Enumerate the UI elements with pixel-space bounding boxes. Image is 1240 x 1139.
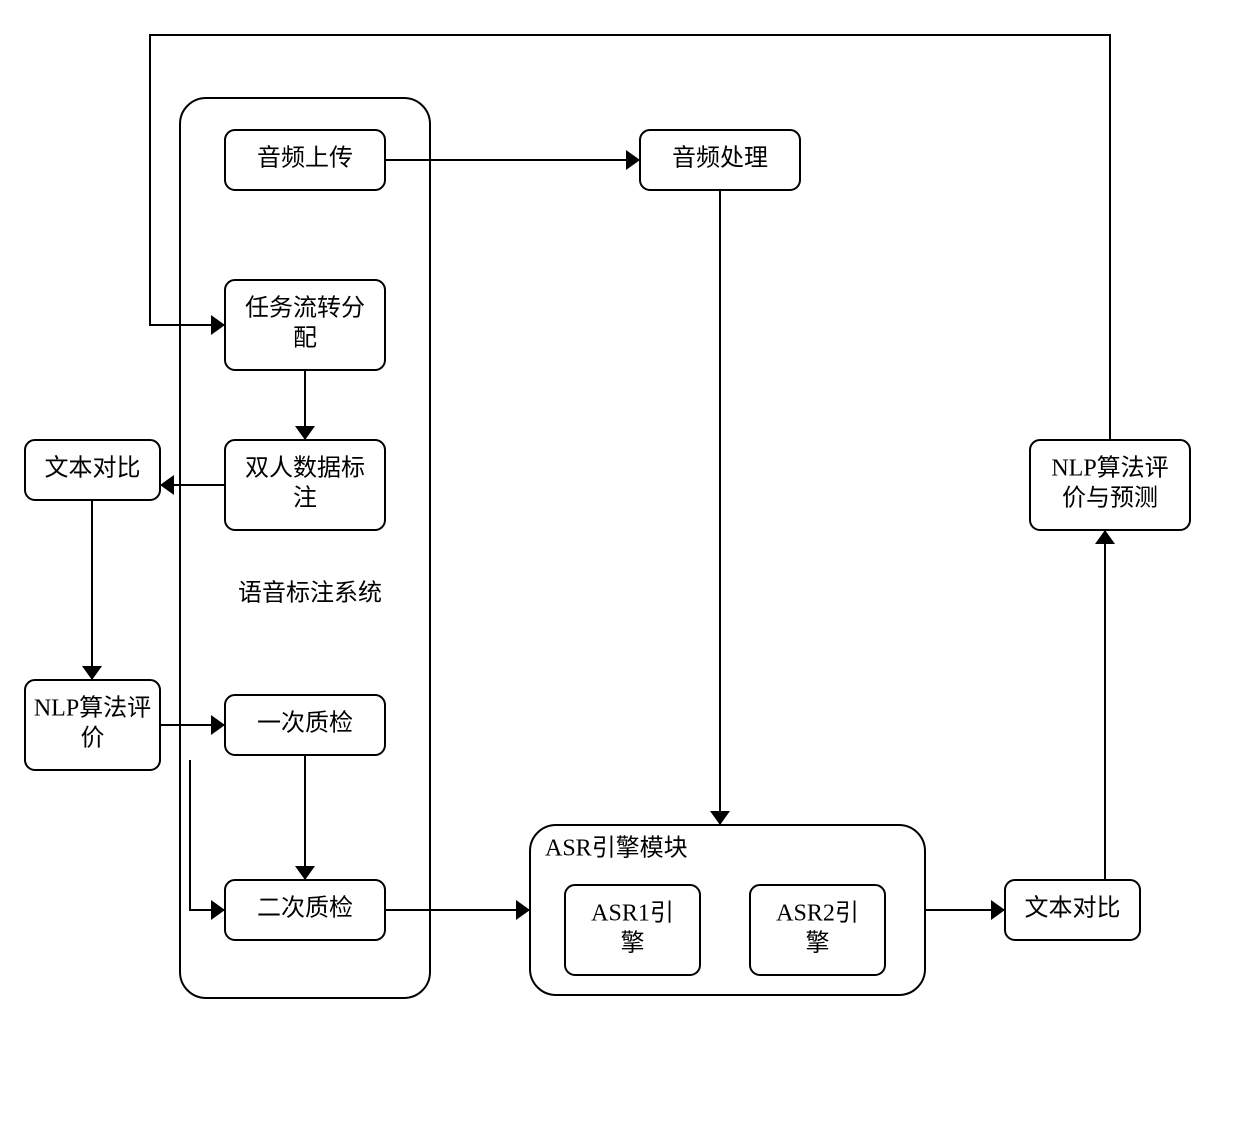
e_compareL_nlp-arrow [82, 666, 102, 680]
nlp_eval_pred-node: NLP算法评价与预测 [1030, 440, 1190, 530]
e_qc2_asr-arrow [516, 900, 530, 920]
dual_annotate-label-1: 注 [293, 485, 317, 512]
asr1-label-1: 擎 [621, 930, 645, 957]
e_assign_annotate-arrow [295, 426, 315, 440]
e_qc1_qc2-arrow [295, 866, 315, 880]
asr2-label-0: ASR2引 [776, 900, 859, 927]
task_assign-label-0: 任务流转分 [245, 295, 365, 322]
asr_module_label: ASR引擎模块 [545, 835, 688, 862]
nlp_eval-label-1: 价 [81, 726, 105, 752]
nlp_eval-node: NLP算法评价 [25, 680, 160, 770]
qc2-node: 二次质检 [225, 880, 385, 940]
nlp_eval_pred-label-0: NLP算法评 [1051, 455, 1168, 482]
audio_upload-node: 音频上传 [225, 130, 385, 190]
audio_upload-label-0: 音频上传 [257, 145, 353, 172]
qc1-label-0: 一次质检 [257, 710, 353, 737]
text_compare_r-node: 文本对比 [1005, 880, 1140, 940]
e_process_asr-arrow [710, 811, 730, 825]
audio_process-node: 音频处理 [640, 130, 800, 190]
e_nlpPred_assign-arrow [211, 315, 225, 335]
text_compare_l-label-0: 文本对比 [45, 455, 141, 482]
e_compareR_nlpPred-arrow [1095, 530, 1115, 544]
dual_annotate-label-0: 双人数据标 [245, 455, 365, 482]
audio_process-label-0: 音频处理 [672, 145, 768, 172]
asr2-node: ASR2引擎 [750, 885, 885, 975]
asr1-node: ASR1引擎 [565, 885, 700, 975]
e_annotate_compareL-arrow [160, 475, 174, 495]
e_upload_process-arrow [626, 150, 640, 170]
qc1-node: 一次质检 [225, 695, 385, 755]
e_nlpPred_assign [150, 35, 1110, 440]
task_assign-node: 任务流转分配 [225, 280, 385, 370]
e_nlp_qc2-arrow [211, 900, 225, 920]
qc2-label-0: 二次质检 [257, 895, 353, 922]
text_compare_r-label-0: 文本对比 [1025, 895, 1121, 922]
e_nlp_qc2 [190, 760, 225, 910]
asr1-label-0: ASR1引 [591, 900, 674, 927]
asr2-label-1: 擎 [806, 930, 830, 957]
e_nlp_qc1-arrow [211, 715, 225, 735]
dual_annotate-node: 双人数据标注 [225, 440, 385, 530]
speech_system_label: 语音标注系统 [238, 580, 382, 607]
nlp_eval-label-0: NLP算法评 [34, 695, 151, 722]
task_assign-label-1: 配 [293, 326, 317, 352]
nlp_eval_pred-label-1: 价与预测 [1062, 485, 1158, 512]
text_compare_l-node: 文本对比 [25, 440, 160, 500]
e_asr_compareR-arrow [991, 900, 1005, 920]
